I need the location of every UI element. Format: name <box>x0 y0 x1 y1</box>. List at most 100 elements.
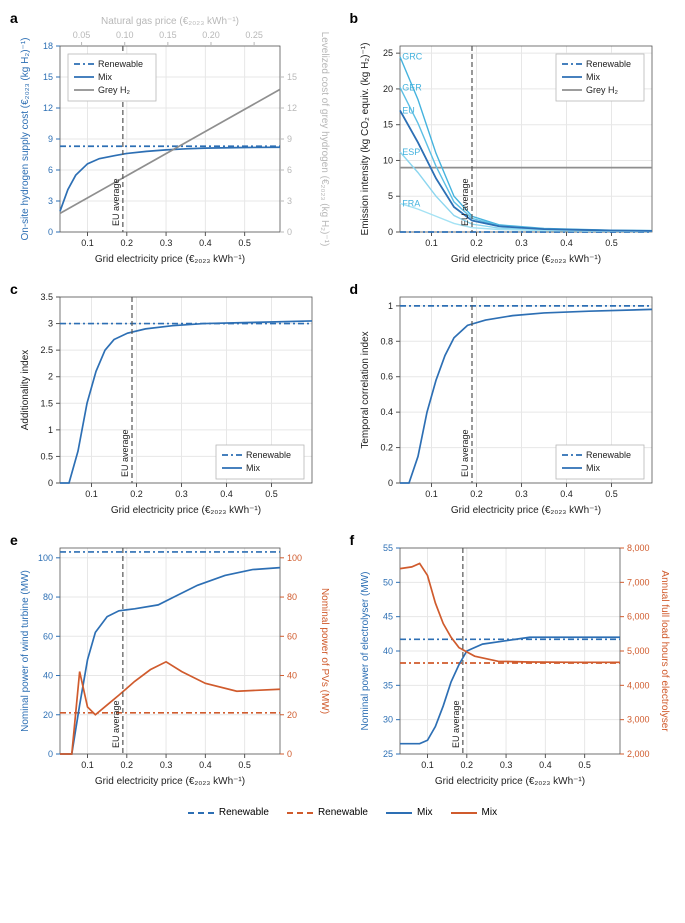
svg-text:0.5: 0.5 <box>40 451 53 461</box>
svg-text:0.4: 0.4 <box>199 760 212 770</box>
svg-text:Annual full load hours of elec: Annual full load hours of electrolyser <box>659 570 670 732</box>
svg-text:8,000: 8,000 <box>627 543 650 553</box>
svg-text:0.4: 0.4 <box>220 489 233 499</box>
svg-text:2.5: 2.5 <box>40 345 53 355</box>
svg-text:0.2: 0.2 <box>121 760 134 770</box>
svg-text:1: 1 <box>387 301 392 311</box>
svg-text:0.5: 0.5 <box>605 238 618 248</box>
legend-item: Mix <box>451 807 498 818</box>
svg-text:EU average: EU average <box>460 429 470 477</box>
svg-text:EU average: EU average <box>120 429 130 477</box>
svg-text:7,000: 7,000 <box>627 577 650 587</box>
svg-text:Grid electricity price (€₂₀₂₃: Grid electricity price (€₂₀₂₃ kWh⁻¹) <box>450 254 600 265</box>
legend-label: Renewable <box>318 807 368 818</box>
svg-text:Grid electricity price (€₂₀₂₃: Grid electricity price (€₂₀₂₃ kWh⁻¹) <box>95 254 245 265</box>
svg-text:12: 12 <box>287 103 297 113</box>
svg-text:1: 1 <box>48 425 53 435</box>
svg-text:Emission intensity (kg CO₂ equ: Emission intensity (kg CO₂ equiv. (kg H₂… <box>360 43 371 236</box>
svg-text:25: 25 <box>382 749 392 759</box>
svg-text:0.05: 0.05 <box>73 30 91 40</box>
panel-e: e 0.10.20.30.40.5020406080100Grid electr… <box>10 532 336 797</box>
svg-text:GER: GER <box>402 82 422 92</box>
svg-text:9: 9 <box>48 134 53 144</box>
svg-text:55: 55 <box>382 543 392 553</box>
svg-text:4,000: 4,000 <box>627 680 650 690</box>
svg-text:60: 60 <box>43 631 53 641</box>
svg-text:EU: EU <box>402 105 415 115</box>
panel-a: a 0.10.20.30.40.50369121518Grid electric… <box>10 10 336 275</box>
bottom-legend: Renewable Renewable Mix Mix <box>10 803 675 818</box>
panel-c-label: c <box>10 281 18 297</box>
svg-text:45: 45 <box>382 612 392 622</box>
svg-text:0: 0 <box>287 227 292 237</box>
svg-text:Temporal correlation index: Temporal correlation index <box>360 331 371 448</box>
svg-text:6: 6 <box>287 165 292 175</box>
panel-f: f 0.10.20.30.40.525303540455055Grid elec… <box>350 532 676 797</box>
svg-text:0.4: 0.4 <box>560 489 573 499</box>
svg-text:EU average: EU average <box>450 700 460 748</box>
svg-text:0: 0 <box>287 749 292 759</box>
svg-text:40: 40 <box>287 671 297 681</box>
svg-text:Grey H₂: Grey H₂ <box>98 85 131 95</box>
svg-text:50: 50 <box>382 577 392 587</box>
svg-text:0.20: 0.20 <box>202 30 220 40</box>
svg-text:0.2: 0.2 <box>470 238 483 248</box>
svg-text:Nominal power of PVs (MW): Nominal power of PVs (MW) <box>319 588 330 714</box>
panel-e-label: e <box>10 532 18 548</box>
svg-text:0.3: 0.3 <box>515 238 528 248</box>
svg-text:0.6: 0.6 <box>380 372 393 382</box>
svg-text:FRA: FRA <box>402 198 420 208</box>
svg-text:3: 3 <box>287 196 292 206</box>
svg-text:5: 5 <box>387 191 392 201</box>
legend-item: Mix <box>386 807 433 818</box>
svg-text:ESP: ESP <box>402 147 420 157</box>
legend-item: Renewable <box>287 807 368 818</box>
svg-text:0.2: 0.2 <box>121 238 134 248</box>
legend-item: Renewable <box>188 807 269 818</box>
svg-text:3,000: 3,000 <box>627 715 650 725</box>
svg-text:Mix: Mix <box>586 72 600 82</box>
svg-text:0.2: 0.2 <box>380 443 393 453</box>
svg-text:9: 9 <box>287 134 292 144</box>
panel-c: c 0.10.20.30.40.500.511.522.533.5Grid el… <box>10 281 336 526</box>
svg-text:15: 15 <box>382 120 392 130</box>
svg-text:Grey H₂: Grey H₂ <box>586 85 619 95</box>
svg-text:0.2: 0.2 <box>130 489 143 499</box>
panel-a-label: a <box>10 10 18 26</box>
panel-b-label: b <box>350 10 359 26</box>
svg-text:35: 35 <box>382 680 392 690</box>
svg-text:Nominal power of electrolyser: Nominal power of electrolyser (MW) <box>360 572 371 731</box>
svg-text:5,000: 5,000 <box>627 646 650 656</box>
svg-text:80: 80 <box>287 592 297 602</box>
svg-text:80: 80 <box>43 592 53 602</box>
legend-label: Renewable <box>219 807 269 818</box>
svg-text:0.4: 0.4 <box>380 407 393 417</box>
svg-text:0.5: 0.5 <box>605 489 618 499</box>
svg-text:0.8: 0.8 <box>380 336 393 346</box>
svg-text:Nominal power of wind turbine: Nominal power of wind turbine (MW) <box>20 570 31 732</box>
panel-f-label: f <box>350 532 355 548</box>
svg-text:2: 2 <box>48 372 53 382</box>
svg-text:0.4: 0.4 <box>199 238 212 248</box>
svg-text:20: 20 <box>43 710 53 720</box>
svg-text:3: 3 <box>48 196 53 206</box>
svg-text:Mix: Mix <box>586 463 600 473</box>
svg-text:0: 0 <box>387 478 392 488</box>
svg-text:6,000: 6,000 <box>627 612 650 622</box>
svg-text:0: 0 <box>48 227 53 237</box>
svg-text:18: 18 <box>43 41 53 51</box>
svg-text:0.25: 0.25 <box>245 30 263 40</box>
svg-text:0.5: 0.5 <box>578 760 591 770</box>
svg-text:0.1: 0.1 <box>425 489 438 499</box>
svg-text:40: 40 <box>382 646 392 656</box>
svg-text:0.1: 0.1 <box>81 760 94 770</box>
svg-text:Grid electricity price (€₂₀₂₃: Grid electricity price (€₂₀₂₃ kWh⁻¹) <box>95 776 245 787</box>
svg-text:3.5: 3.5 <box>40 292 53 302</box>
svg-text:Levelized cost of grey hydroge: Levelized cost of grey hydrogen (€₂₀₂₃ (… <box>319 32 330 247</box>
svg-text:Mix: Mix <box>98 72 112 82</box>
svg-text:15: 15 <box>43 72 53 82</box>
svg-text:0.1: 0.1 <box>81 238 94 248</box>
svg-text:GRC: GRC <box>402 52 423 62</box>
figure-grid: a 0.10.20.30.40.50369121518Grid electric… <box>10 10 675 818</box>
svg-text:Mix: Mix <box>246 463 260 473</box>
